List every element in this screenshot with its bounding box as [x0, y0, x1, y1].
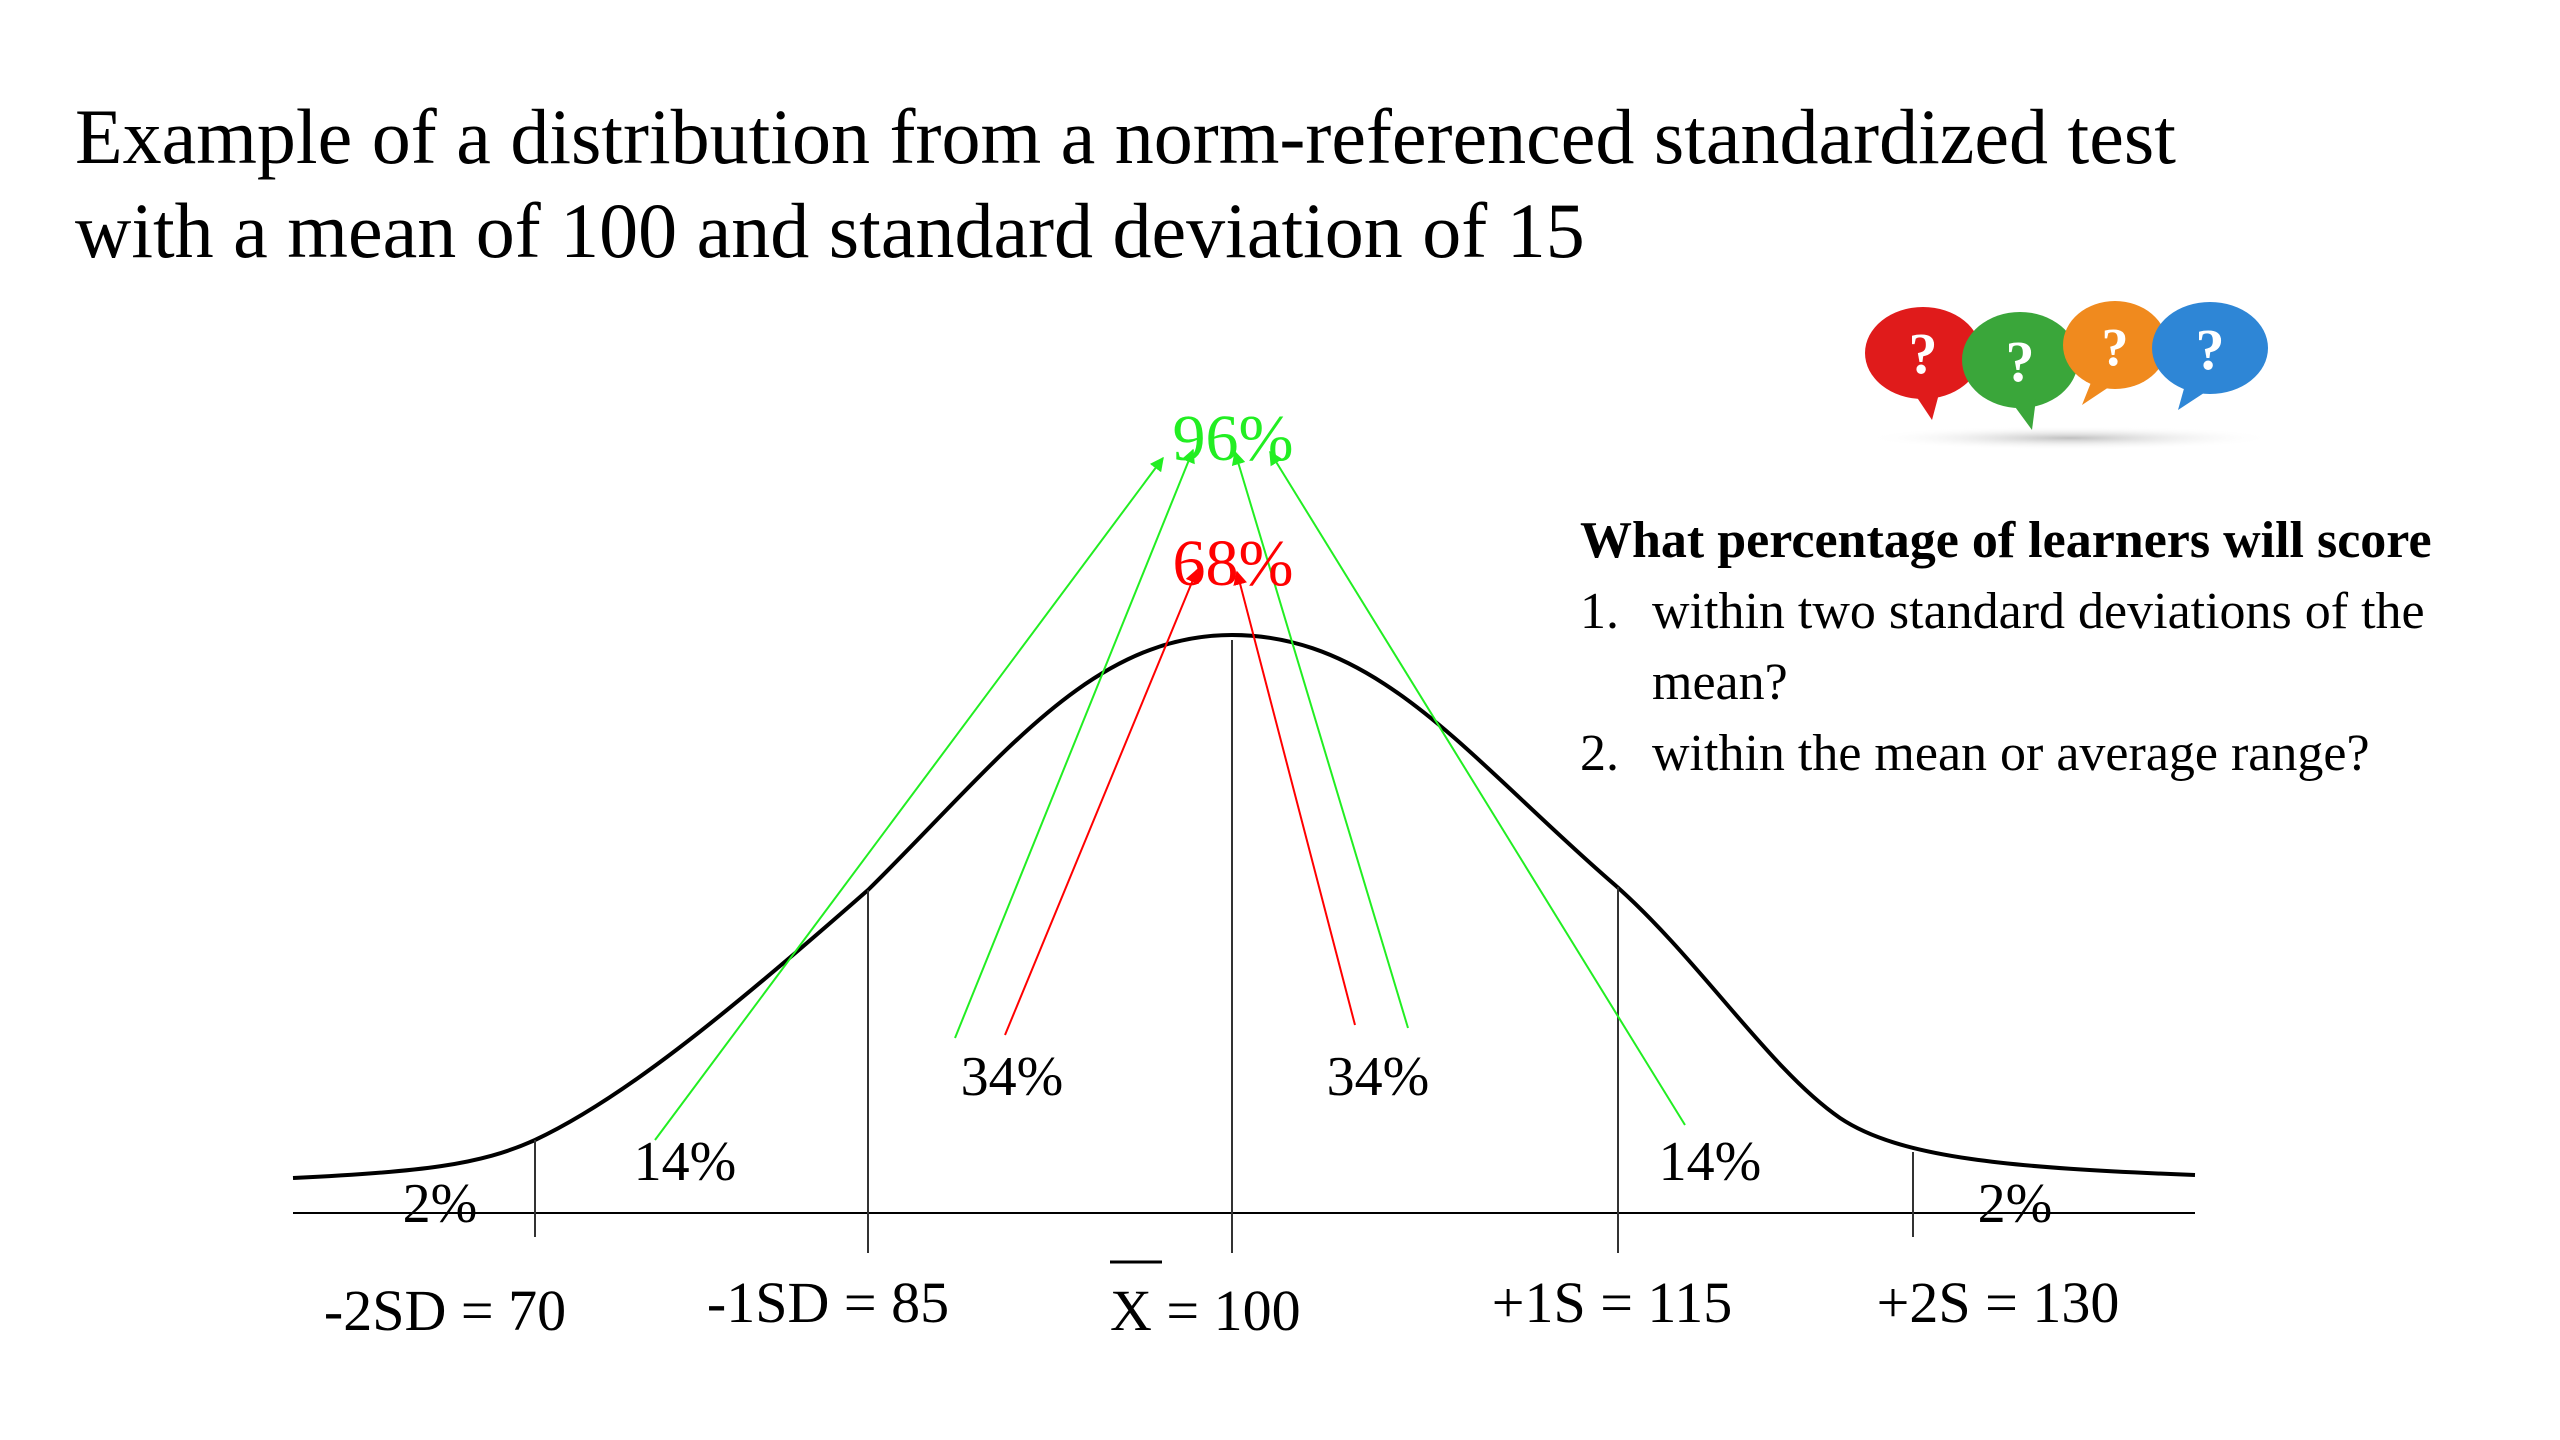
label-band-right-inner: 34%: [1327, 1046, 1430, 1108]
label-band-left-outer: 14%: [634, 1131, 737, 1193]
arrow-96-from-left-outer: [654, 456, 1164, 1141]
mean-symbol: X: [1110, 1278, 1152, 1343]
arrow-68-from-right: [1233, 570, 1356, 1026]
slide-title-line-1: Example of a distribution from a norm-re…: [75, 93, 2176, 180]
svg-text:?: ?: [1909, 321, 1938, 386]
axis-label-minus-2sd: -2SD = 70: [324, 1278, 566, 1343]
axis-label-minus-1sd: -1SD = 85: [707, 1270, 949, 1335]
question-heading: What percentage of learners will score: [1580, 512, 2432, 569]
question-bubble-red-icon: ?: [1865, 307, 1981, 420]
question-text-2: within the mean or average range?: [1652, 725, 2370, 782]
bell-curve: [292, 632, 2196, 1180]
label-band-right-outer: 14%: [1659, 1131, 1762, 1193]
bubbles-shadow: [1865, 426, 2275, 450]
svg-text:?: ?: [2102, 317, 2129, 377]
question-number-1: 1.: [1580, 583, 1619, 640]
mean-value: = 100: [1152, 1278, 1301, 1343]
axis-label-mean: X = 100: [1110, 1278, 1301, 1343]
arrow-96-from-right-inner: [1231, 450, 1409, 1029]
slide-title: Example of a distribution from a norm-re…: [75, 90, 2495, 278]
label-band-left-inner: 34%: [961, 1046, 1064, 1108]
label-96-percent: 96%: [1173, 402, 1294, 475]
svg-text:?: ?: [2196, 317, 2225, 382]
svg-text:?: ?: [2006, 329, 2035, 394]
question-bubbles-icon: ? ? ? ?: [1865, 301, 2275, 450]
question-item-2: 2. within the mean or average range?: [1580, 718, 2560, 789]
arrow-96-from-right-outer: [1269, 450, 1686, 1126]
question-item-1: 1. within two standard deviations of the…: [1580, 576, 2560, 718]
question-bubble-blue-icon: ?: [2152, 302, 2268, 410]
question-box: What percentage of learners will score 1…: [1580, 505, 2560, 789]
question-list: 1. within two standard deviations of the…: [1580, 576, 2560, 789]
label-tail-right: 2%: [1978, 1173, 2053, 1235]
question-number-2: 2.: [1580, 725, 1619, 782]
arrow-96-from-left-inner: [954, 448, 1195, 1039]
question-bubble-green-icon: ?: [1962, 312, 2078, 430]
label-68-percent: 68%: [1173, 527, 1294, 600]
arrow-68-from-left: [1004, 568, 1199, 1036]
question-bubble-orange-icon: ?: [2063, 301, 2167, 405]
label-tail-left: 2%: [403, 1173, 478, 1235]
axis-label-plus-1s: +1S = 115: [1492, 1270, 1733, 1335]
axis-label-plus-2s: +2S = 130: [1877, 1270, 2120, 1335]
slide-title-line-2: with a mean of 100 and standard deviatio…: [75, 187, 1585, 274]
question-text-1: within two standard deviations of the me…: [1652, 583, 2425, 711]
